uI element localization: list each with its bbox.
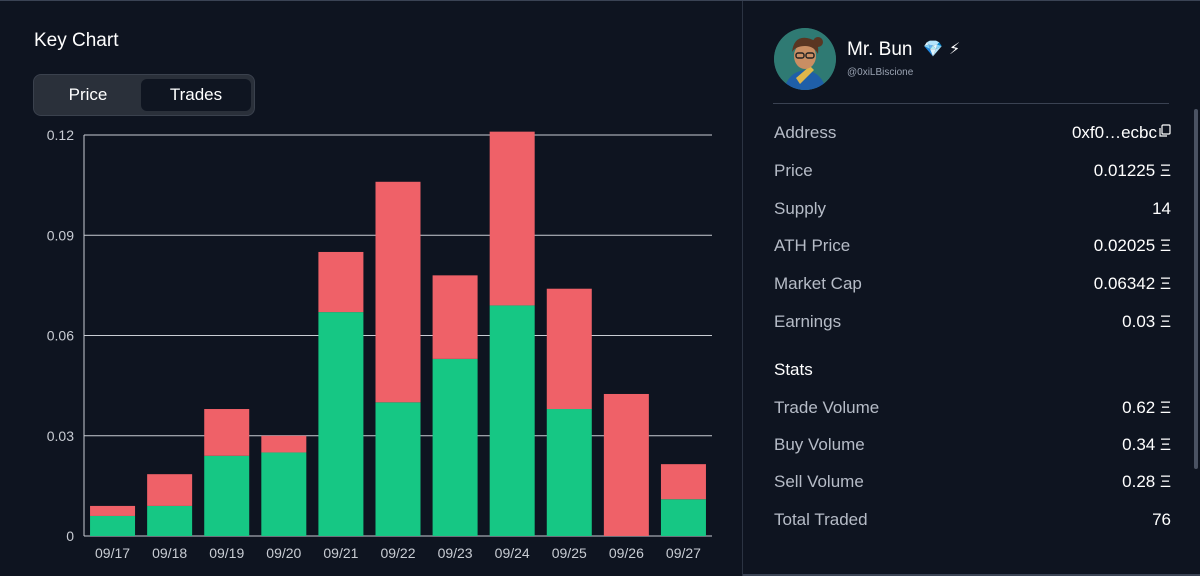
trades-bar-chart: 0 0.03 0.06 0.09 0.12 09/17 09/18 09/19 09/20 09/… xyxy=(47,127,712,561)
scrollbar[interactable] xyxy=(1194,109,1198,469)
bar-sell[interactable] xyxy=(147,474,193,506)
y-tick-label: 0 xyxy=(66,528,74,544)
bar-buy[interactable] xyxy=(375,402,421,536)
bar-buy[interactable] xyxy=(660,499,706,536)
tab-price[interactable]: Price xyxy=(68,85,108,104)
x-tick-label: 09/20 xyxy=(266,545,301,561)
x-tick-label: 09/17 xyxy=(95,545,130,561)
x-tick-label: 09/26 xyxy=(609,545,644,561)
detail-value: 0.03 Ξ xyxy=(1122,312,1171,331)
x-tick-label: 09/24 xyxy=(495,545,530,561)
address-value[interactable]: 0xf0…ecbc xyxy=(1072,123,1171,143)
x-tick-label: 09/19 xyxy=(209,545,244,561)
bar-buy[interactable] xyxy=(261,452,307,536)
x-tick-label: 09/27 xyxy=(666,545,701,561)
bar-sell[interactable] xyxy=(660,464,706,500)
stat-row-trade-volume: Trade Volume 0.62 Ξ xyxy=(774,398,1171,422)
detail-row-ath-price: ATH Price 0.02025 Ξ xyxy=(774,236,1171,260)
key-details-panel: Mr. Bun 💎 ⚡ @0xiLBiscione Address 0xf0…e… xyxy=(743,1,1200,576)
divider xyxy=(773,103,1169,104)
x-tick-label: 09/21 xyxy=(323,545,358,561)
detail-row-market-cap: Market Cap 0.06342 Ξ xyxy=(774,274,1171,298)
y-tick-label: 0.09 xyxy=(47,227,74,243)
bar-sell[interactable] xyxy=(90,505,136,516)
bar-buy[interactable] xyxy=(489,305,535,536)
bar-sell[interactable] xyxy=(603,393,649,536)
detail-value: 0xf0…ecbc xyxy=(1071,123,1157,142)
detail-row-price: Price 0.01225 Ξ xyxy=(774,161,1171,185)
bar-sell[interactable] xyxy=(318,251,364,313)
stat-label: Buy Volume xyxy=(774,435,865,454)
detail-label: Address xyxy=(774,123,837,142)
x-tick-label: 09/23 xyxy=(438,545,473,561)
detail-label: Earnings xyxy=(774,312,842,331)
bar-buy[interactable] xyxy=(432,358,478,536)
stat-label: Total Traded xyxy=(774,510,868,529)
chart-title: Key Chart xyxy=(34,30,119,51)
y-tick-label: 0.03 xyxy=(47,428,74,444)
detail-row-earnings: Earnings 0.03 Ξ xyxy=(774,312,1171,336)
x-tick-label: 09/25 xyxy=(552,545,587,561)
diamond-icon: 💎 xyxy=(923,41,943,58)
bar-buy[interactable] xyxy=(546,409,592,536)
stat-label: Sell Volume xyxy=(774,472,864,491)
detail-label: Market Cap xyxy=(774,274,862,293)
detail-label: Price xyxy=(774,161,813,180)
bar-sell[interactable] xyxy=(546,288,592,410)
key-chart-panel: Key Chart Price Trades 0 0.03 0.06 0.09 0.12… xyxy=(0,1,743,576)
bar-sell[interactable] xyxy=(432,275,478,359)
stat-row-sell-volume: Sell Volume 0.28 Ξ xyxy=(774,472,1171,496)
y-tick-label: 0.12 xyxy=(47,127,74,143)
bar-buy[interactable] xyxy=(147,505,193,536)
profile-handle: @0xiLBiscione xyxy=(847,67,914,78)
stat-value: 0.62 Ξ xyxy=(1122,398,1171,417)
detail-value: 0.02025 Ξ xyxy=(1093,236,1171,255)
avatar[interactable] xyxy=(774,28,836,90)
lightning-icon: ⚡ xyxy=(949,41,961,58)
profile-name[interactable]: Mr. Bun xyxy=(847,39,913,60)
detail-value: 0.01225 Ξ xyxy=(1093,161,1171,180)
bar-sell[interactable] xyxy=(489,131,535,306)
stat-label: Trade Volume xyxy=(774,398,880,417)
x-tick-label: 09/18 xyxy=(152,545,187,561)
stat-value: 0.28 Ξ xyxy=(1122,472,1171,491)
bar-sell[interactable] xyxy=(261,435,307,453)
copy-icon[interactable] xyxy=(1158,123,1171,143)
bar-sell[interactable] xyxy=(375,181,421,403)
detail-label: Supply xyxy=(774,199,826,218)
bar-buy[interactable] xyxy=(204,455,250,536)
chart-mode-toggle: Price Trades xyxy=(33,74,255,116)
detail-value: 0.06342 Ξ xyxy=(1093,274,1171,293)
bar-buy[interactable] xyxy=(318,312,364,536)
detail-value: 14 xyxy=(1152,199,1171,218)
detail-row-address: Address 0xf0…ecbc xyxy=(774,123,1171,147)
bar-sell[interactable] xyxy=(204,409,250,456)
detail-row-supply: Supply 14 xyxy=(774,199,1171,223)
stats-header: Stats xyxy=(774,360,813,379)
stat-value: 76 xyxy=(1152,510,1171,529)
stat-value: 0.34 Ξ xyxy=(1122,435,1171,454)
y-tick-label: 0.06 xyxy=(47,328,74,344)
x-tick-label: 09/22 xyxy=(380,545,415,561)
tab-trades[interactable]: Trades xyxy=(141,79,251,111)
bar-buy[interactable] xyxy=(90,515,136,536)
stat-row-total-traded: Total Traded 76 xyxy=(774,510,1171,534)
detail-label: ATH Price xyxy=(774,236,851,255)
stat-row-buy-volume: Buy Volume 0.34 Ξ xyxy=(774,435,1171,459)
